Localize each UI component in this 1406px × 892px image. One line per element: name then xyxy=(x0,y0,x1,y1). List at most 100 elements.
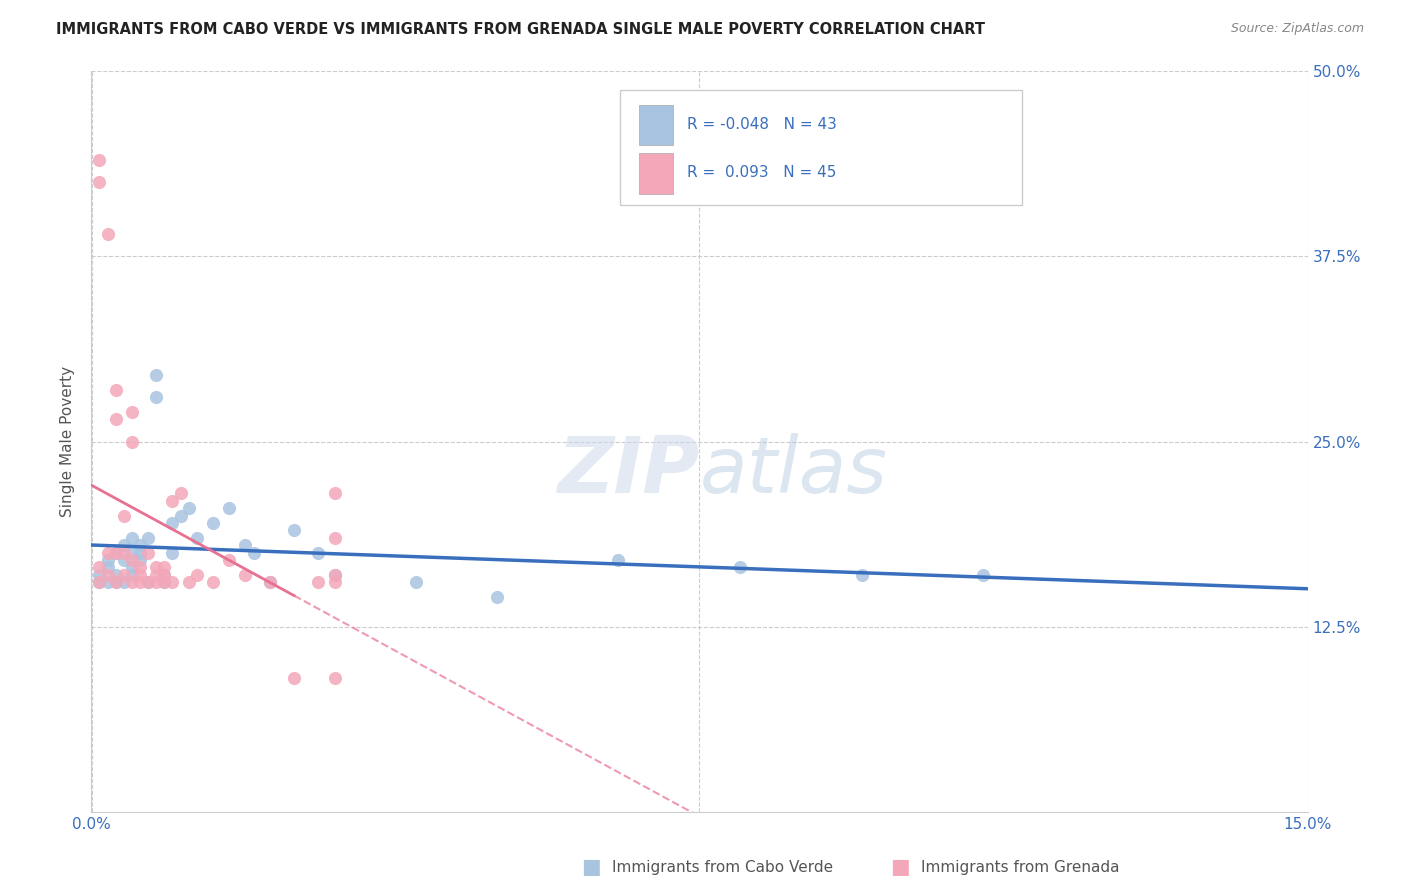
Point xyxy=(307,546,329,560)
Point xyxy=(323,672,346,686)
Text: ■: ■ xyxy=(581,857,600,877)
Text: atlas: atlas xyxy=(699,434,887,509)
Point xyxy=(129,538,152,552)
Point xyxy=(121,560,143,574)
Y-axis label: Single Male Poverty: Single Male Poverty xyxy=(60,366,76,517)
Text: Immigrants from Grenada: Immigrants from Grenada xyxy=(921,860,1119,874)
Point xyxy=(218,553,240,567)
Point xyxy=(259,575,281,590)
Point xyxy=(283,524,305,538)
Point xyxy=(607,553,630,567)
Point xyxy=(307,575,329,590)
Point xyxy=(129,553,152,567)
Point xyxy=(129,575,152,590)
Point xyxy=(153,575,176,590)
Point xyxy=(145,368,167,382)
Point xyxy=(145,567,167,582)
Point xyxy=(153,575,176,590)
Point xyxy=(235,538,257,552)
Point xyxy=(162,493,184,508)
Point xyxy=(177,575,200,590)
Text: R =  0.093   N = 45: R = 0.093 N = 45 xyxy=(688,165,837,180)
Point xyxy=(104,575,127,590)
Point xyxy=(104,546,127,560)
Point xyxy=(89,575,111,590)
Point xyxy=(145,575,167,590)
Text: Source: ZipAtlas.com: Source: ZipAtlas.com xyxy=(1230,22,1364,36)
Point xyxy=(97,575,120,590)
Point xyxy=(259,575,281,590)
Point xyxy=(405,575,427,590)
Point xyxy=(136,575,159,590)
Point xyxy=(202,516,225,530)
Point xyxy=(89,567,111,582)
Point xyxy=(129,567,152,582)
Point xyxy=(136,531,159,545)
Point xyxy=(323,567,346,582)
Point xyxy=(112,575,135,590)
Point xyxy=(145,560,167,574)
Point xyxy=(162,516,184,530)
Point xyxy=(177,501,200,516)
Text: R = -0.048   N = 43: R = -0.048 N = 43 xyxy=(688,117,837,132)
Text: ZIP: ZIP xyxy=(557,434,699,509)
Bar xyxy=(620,90,1022,204)
Point xyxy=(97,227,120,242)
Point xyxy=(121,553,143,567)
Point xyxy=(202,575,225,590)
Text: Immigrants from Cabo Verde: Immigrants from Cabo Verde xyxy=(612,860,832,874)
Point xyxy=(162,546,184,560)
Point xyxy=(89,575,111,590)
Point xyxy=(851,567,873,582)
Text: IMMIGRANTS FROM CABO VERDE VS IMMIGRANTS FROM GRENADA SINGLE MALE POVERTY CORREL: IMMIGRANTS FROM CABO VERDE VS IMMIGRANTS… xyxy=(56,22,986,37)
Point xyxy=(323,567,346,582)
Point xyxy=(112,553,135,567)
Point xyxy=(323,531,346,545)
Point xyxy=(104,383,127,397)
Point xyxy=(89,560,111,574)
Point xyxy=(129,560,152,574)
Point xyxy=(323,575,346,590)
Point xyxy=(323,486,346,500)
Point xyxy=(104,575,127,590)
Point xyxy=(104,567,127,582)
Bar xyxy=(638,153,672,194)
Point xyxy=(89,153,111,168)
Point xyxy=(121,567,143,582)
Point xyxy=(129,546,152,560)
Point xyxy=(112,567,135,582)
Point xyxy=(121,405,143,419)
Point xyxy=(169,486,191,500)
Point xyxy=(121,575,143,590)
Point xyxy=(235,567,257,582)
Point xyxy=(97,546,120,560)
Point xyxy=(112,508,135,523)
Point xyxy=(485,590,508,604)
Point xyxy=(283,672,305,686)
Point xyxy=(104,412,127,426)
Point xyxy=(728,560,751,574)
Point xyxy=(153,567,176,582)
Point xyxy=(145,390,167,404)
Point xyxy=(186,531,208,545)
Point xyxy=(136,575,159,590)
Point xyxy=(186,567,208,582)
Point xyxy=(112,538,135,552)
Point xyxy=(242,546,264,560)
Point xyxy=(153,560,176,574)
Point xyxy=(112,546,135,560)
Point xyxy=(97,567,120,582)
Point xyxy=(136,546,159,560)
Point xyxy=(121,531,143,545)
Bar xyxy=(638,104,672,145)
Point xyxy=(121,546,143,560)
Point xyxy=(104,546,127,560)
Point xyxy=(89,175,111,190)
Point xyxy=(97,560,120,574)
Point xyxy=(169,508,191,523)
Point xyxy=(972,567,994,582)
Point xyxy=(97,553,120,567)
Point xyxy=(153,567,176,582)
Point xyxy=(162,575,184,590)
Text: ■: ■ xyxy=(890,857,910,877)
